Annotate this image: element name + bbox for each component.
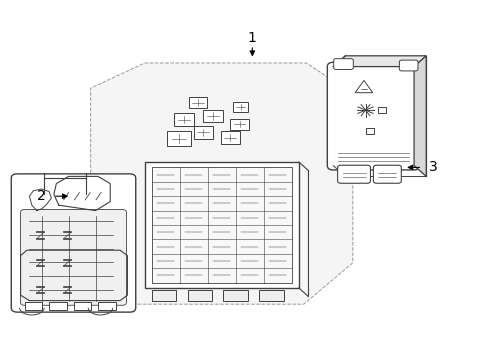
Bar (230, 119, 249, 130)
Text: 3: 3 (429, 161, 438, 174)
FancyBboxPatch shape (327, 62, 420, 170)
Bar (74, 302, 91, 310)
Text: 2: 2 (37, 189, 46, 203)
Polygon shape (414, 56, 426, 176)
Bar (220, 131, 240, 144)
Bar (233, 102, 248, 112)
Bar (194, 126, 213, 139)
Bar (152, 290, 176, 301)
Bar (189, 97, 207, 108)
Polygon shape (91, 63, 353, 304)
FancyBboxPatch shape (399, 60, 418, 71)
Bar (203, 110, 223, 122)
Bar (49, 302, 67, 310)
Polygon shape (333, 56, 426, 67)
Bar (366, 128, 373, 134)
Bar (223, 290, 248, 301)
FancyBboxPatch shape (11, 174, 136, 312)
Bar (145, 162, 299, 288)
FancyBboxPatch shape (334, 59, 353, 69)
FancyBboxPatch shape (21, 210, 126, 305)
FancyBboxPatch shape (373, 165, 401, 183)
Bar (174, 113, 194, 126)
FancyBboxPatch shape (338, 165, 370, 183)
Bar (167, 131, 191, 146)
Bar (152, 167, 292, 283)
Bar (378, 107, 386, 113)
Text: 1: 1 (248, 31, 257, 45)
Bar (188, 290, 212, 301)
Bar (98, 302, 116, 310)
Polygon shape (355, 80, 373, 93)
Bar (24, 302, 42, 310)
Bar (259, 290, 284, 301)
